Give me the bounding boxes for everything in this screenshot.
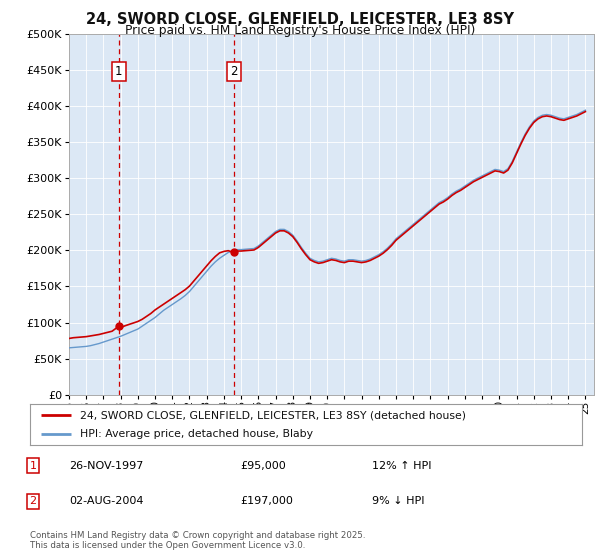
Text: 1: 1 <box>29 461 37 471</box>
Text: 12% ↑ HPI: 12% ↑ HPI <box>372 461 431 471</box>
Text: 9% ↓ HPI: 9% ↓ HPI <box>372 496 425 506</box>
Text: 24, SWORD CLOSE, GLENFIELD, LEICESTER, LE3 8SY (detached house): 24, SWORD CLOSE, GLENFIELD, LEICESTER, L… <box>80 410 466 421</box>
Text: Contains HM Land Registry data © Crown copyright and database right 2025.
This d: Contains HM Land Registry data © Crown c… <box>30 531 365 550</box>
Text: 26-NOV-1997: 26-NOV-1997 <box>69 461 143 471</box>
Text: 02-AUG-2004: 02-AUG-2004 <box>69 496 143 506</box>
Text: HPI: Average price, detached house, Blaby: HPI: Average price, detached house, Blab… <box>80 429 313 439</box>
Text: Price paid vs. HM Land Registry's House Price Index (HPI): Price paid vs. HM Land Registry's House … <box>125 24 475 37</box>
Text: 2: 2 <box>230 65 238 78</box>
Text: 2: 2 <box>29 496 37 506</box>
Text: 1: 1 <box>115 65 122 78</box>
Text: £197,000: £197,000 <box>240 496 293 506</box>
Text: £95,000: £95,000 <box>240 461 286 471</box>
Text: 24, SWORD CLOSE, GLENFIELD, LEICESTER, LE3 8SY: 24, SWORD CLOSE, GLENFIELD, LEICESTER, L… <box>86 12 514 27</box>
